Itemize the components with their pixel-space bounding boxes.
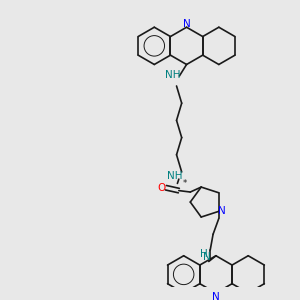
Text: H: H [200,249,208,259]
Text: *: * [182,179,187,188]
Text: N: N [183,19,190,29]
Text: O: O [158,183,166,193]
Text: NH: NH [167,171,182,181]
Text: NH: NH [165,70,181,80]
Text: N: N [203,252,211,262]
Text: N: N [212,292,220,300]
Text: N: N [218,206,226,216]
